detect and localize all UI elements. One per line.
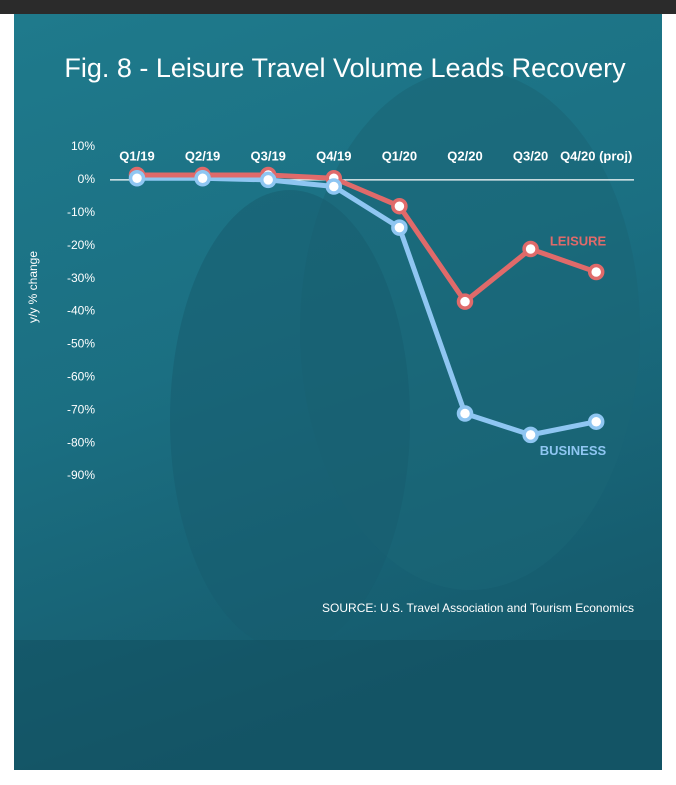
point: [391, 219, 408, 236]
y-tick-label: -10%: [67, 205, 95, 219]
series-line: [137, 175, 597, 438]
legend-label: BUSINESS: [540, 443, 607, 458]
y-tick-label: -60%: [67, 369, 95, 383]
point: [259, 171, 277, 189]
photo-shape: [170, 190, 410, 650]
point: [325, 178, 343, 195]
top-band: [0, 0, 676, 14]
point: [522, 240, 539, 258]
legend-label: LEISURE: [550, 233, 607, 248]
source: SOURCE: U.S. Travel Association and Tour…: [322, 601, 634, 615]
y-axis-label: y/y % change: [26, 251, 40, 323]
x-tick-label: Q4/20 (proj): [560, 148, 632, 163]
y-tick-label: -50%: [67, 337, 95, 351]
point: [522, 426, 539, 444]
x-tick-label: Q1/19: [119, 148, 154, 163]
series-line: [137, 172, 598, 305]
point: [194, 170, 211, 187]
y-tick-label: -40%: [67, 304, 95, 318]
point: [456, 293, 474, 310]
point: [128, 170, 146, 187]
x-tick-label: Q4/19: [316, 148, 351, 163]
point: [391, 197, 408, 215]
x-tick-label: Q2/19: [185, 148, 220, 163]
y-tick-label: -70%: [67, 402, 95, 416]
point: [587, 263, 605, 281]
chart-title: Fig. 8 - Leisure Travel Volume Leads Rec…: [64, 53, 626, 83]
y-tick-label: -20%: [67, 238, 95, 252]
point: [587, 413, 605, 430]
y-tick-label: -80%: [67, 435, 95, 449]
photo-ground: [14, 640, 662, 770]
x-tick-label: Q3/20: [513, 148, 548, 163]
y-tick-label: 10%: [71, 139, 95, 153]
x-tick-label: Q1/20: [382, 148, 417, 163]
point: [456, 405, 474, 422]
y-tick-label: 0%: [78, 172, 96, 186]
y-tick-label: -30%: [67, 271, 95, 285]
x-tick-label: Q3/19: [250, 148, 285, 163]
x-tick-label: Q2/20: [447, 148, 482, 163]
y-tick-label: -90%: [67, 468, 95, 482]
